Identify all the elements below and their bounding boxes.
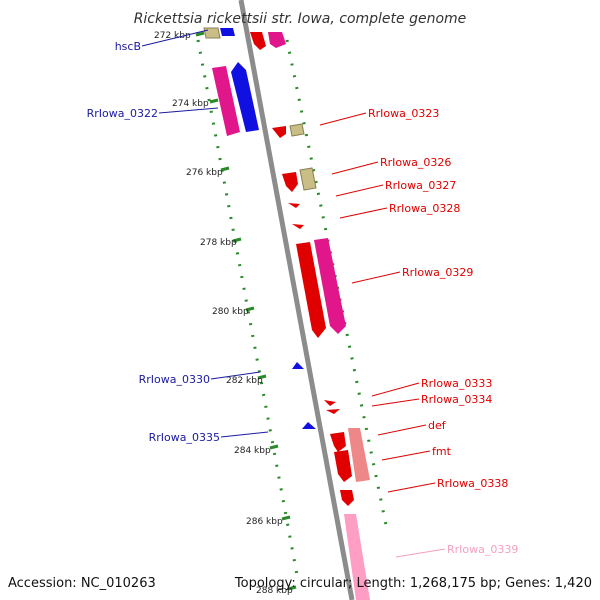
tick-marks: 272 kbp 274 kbp 276 kbp 278 kbp 280 kbp 282 k… [154, 31, 297, 596]
tick-label: 272 kbp [154, 31, 191, 41]
feature-rriowa-0323[interactable] [272, 126, 286, 138]
label-connector [339, 207, 388, 219]
feature-label[interactable]: RrIowa_0333 [421, 377, 492, 390]
feature-rriowa-0322-b[interactable] [231, 62, 259, 132]
label-connector [141, 29, 209, 47]
feature-label[interactable]: RrIowa_0339 [447, 543, 518, 556]
label-connector [381, 450, 431, 461]
feature-rriowa-0335[interactable] [302, 422, 316, 429]
feature-rriowa-0329-a[interactable] [296, 242, 326, 338]
label-connector [351, 271, 401, 284]
tick-label: 280 kbp [212, 307, 249, 317]
tick-mark [281, 515, 291, 521]
label-connector [387, 482, 436, 493]
feature-rriowa-0334[interactable] [326, 409, 340, 414]
tick-label: 278 kbp [200, 238, 237, 248]
feature-rriowa-0328-a[interactable] [288, 203, 300, 208]
tick-label: 276 kbp [186, 168, 223, 178]
tick-mark [209, 98, 219, 104]
feature-fmt-salmon[interactable] [348, 428, 370, 482]
label-connector [335, 184, 384, 197]
feature-top-pink[interactable] [268, 32, 286, 48]
feature-label[interactable]: def [428, 419, 447, 432]
tick-mark [220, 166, 230, 172]
feature-hscb-blue[interactable] [220, 28, 235, 36]
tick-mark [257, 374, 267, 380]
right-connectors: RrIowa_0323 RrIowa_0326 RrIowa_0327 RrIowa_… [319, 107, 518, 558]
label-connector [377, 424, 427, 436]
feature-label[interactable]: RrIowa_0326 [380, 156, 451, 169]
feature-label[interactable]: RrIowa_0329 [402, 266, 473, 279]
topology-label: Topology: circular; Length: 1,268,175 bp… [234, 576, 592, 591]
feature-label[interactable]: fmt [432, 445, 452, 458]
label-connector [395, 548, 446, 558]
tick-mark [269, 444, 279, 450]
feature-label[interactable]: RrIowa_0328 [389, 202, 460, 215]
feature-label[interactable]: RrIowa_0327 [385, 179, 456, 192]
feature-fmt-red[interactable] [334, 450, 352, 482]
feature-label[interactable]: hscB [115, 40, 141, 53]
feature-label[interactable]: RrIowa_0334 [421, 393, 492, 406]
label-connector [158, 107, 219, 114]
feature-rriowa-0329-b[interactable] [314, 238, 346, 334]
tick-mark [195, 31, 205, 37]
label-connector [331, 161, 379, 175]
feature-rriowa-0328-b[interactable] [292, 224, 304, 229]
feature-label[interactable]: RrIowa_0330 [139, 373, 210, 386]
feature-rriowa-0326[interactable] [282, 172, 298, 192]
label-connector [220, 431, 269, 438]
feature-label[interactable]: RrIowa_0322 [87, 107, 158, 120]
genome-title: Rickettsia rickettsii str. Iowa, complet… [134, 11, 467, 27]
feature-hscb[interactable] [203, 27, 221, 39]
feature-top-red[interactable] [250, 32, 266, 50]
genome-backbone [238, 0, 355, 600]
tick-label: 284 kbp [234, 446, 271, 456]
feature-label[interactable]: RrIowa_0335 [149, 431, 220, 444]
label-connector [210, 371, 261, 380]
label-connector [319, 112, 367, 126]
tick-label: 274 kbp [172, 99, 209, 109]
feature-rriowa-0323-khaki[interactable] [289, 123, 305, 137]
tick-label: 282 kbp [226, 376, 263, 386]
tick-mark [232, 237, 242, 243]
tick-label: 286 kbp [246, 517, 283, 527]
feature-rriowa-0327[interactable] [299, 167, 317, 191]
accession-label: Accession: NC_010263 [8, 576, 156, 591]
feature-label[interactable]: RrIowa_0338 [437, 477, 508, 490]
label-connector [371, 398, 420, 407]
label-connector [371, 382, 420, 397]
feature-rriowa-0330[interactable] [292, 362, 304, 369]
feature-def[interactable] [330, 432, 346, 452]
left-connectors: hscB RrIowa_0322 RrIowa_0330 RrIowa_0335 [87, 29, 269, 444]
tick-mark [245, 306, 255, 312]
tick-mark [287, 585, 297, 591]
feature-rriowa-0339[interactable] [344, 514, 370, 600]
feature-rriowa-0338[interactable] [340, 490, 354, 506]
feature-label[interactable]: RrIowa_0323 [368, 107, 439, 120]
feature-rriowa-0333[interactable] [324, 400, 336, 406]
tick-label: 288 kbp [256, 586, 293, 596]
feature-rriowa-0322-a[interactable] [212, 66, 240, 136]
